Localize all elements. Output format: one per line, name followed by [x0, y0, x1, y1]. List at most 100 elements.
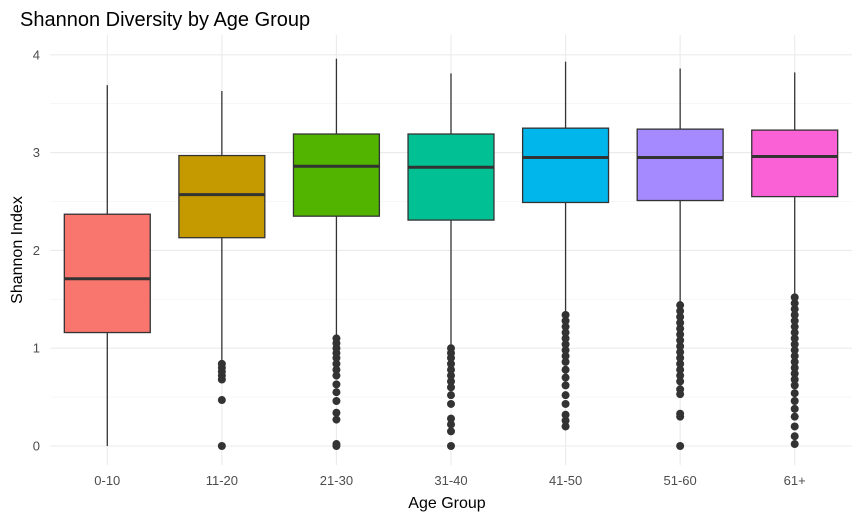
outlier-point: [676, 442, 685, 450]
outlier-point: [790, 357, 799, 366]
outlier-point: [217, 359, 226, 368]
outlier-point: [790, 404, 799, 413]
outlier-point: [790, 432, 799, 441]
outlier-point: [561, 334, 570, 343]
box-41-50: [521, 61, 610, 431]
outlier-point: [447, 399, 455, 408]
outlier-point: [676, 336, 685, 345]
outlier-point: [332, 397, 341, 406]
outlier-point: [790, 322, 799, 331]
outlier-point: [561, 310, 570, 319]
outlier-point: [790, 440, 799, 449]
outlier-point: [790, 381, 799, 390]
outlier-point: [561, 381, 570, 390]
box-iqr: [63, 213, 151, 334]
y-tick-label: 1: [33, 341, 40, 356]
y-tick-label: 0: [33, 439, 40, 454]
outlier-point: [447, 344, 455, 353]
outlier-point: [561, 346, 570, 355]
outlier-point: [561, 416, 570, 425]
outlier-point: [447, 427, 455, 436]
outlier-point: [561, 373, 570, 382]
outlier-point: [561, 410, 570, 419]
outlier-point: [332, 440, 341, 449]
outlier-point: [790, 369, 799, 378]
outlier-point: [332, 388, 341, 397]
outlier-point: [561, 365, 570, 374]
outlier-point: [447, 359, 455, 368]
outlier-point: [332, 334, 341, 343]
x-tick-label: 61+: [784, 473, 806, 488]
outlier-point: [447, 420, 455, 429]
box-61+: [751, 72, 839, 449]
y-axis-title: Shannon Index: [9, 196, 26, 304]
x-tick-label: 11-20: [206, 473, 238, 488]
outlier-point: [790, 305, 799, 314]
outlier-point: [332, 380, 341, 389]
outlier-point: [332, 359, 341, 368]
outlier-point: [561, 422, 570, 431]
chart-title: Shannon Diversity by Age Group: [20, 9, 310, 31]
outlier-point: [447, 383, 455, 392]
outlier-point: [790, 412, 799, 421]
x-tick-label: 21-30: [320, 473, 353, 488]
y-tick-label: 3: [33, 145, 40, 160]
outlier-point: [790, 422, 799, 431]
outlier-point: [676, 371, 685, 380]
outlier-point: [447, 414, 455, 423]
outlier-point: [790, 389, 799, 398]
outlier-point: [790, 397, 799, 406]
y-axis-ticks: 0 1 2 3 4: [33, 47, 40, 453]
outlier-point: [676, 409, 685, 418]
outlier-point: [447, 377, 455, 386]
box-iqr: [751, 129, 839, 198]
outlier-point: [447, 442, 455, 450]
outlier-point: [561, 399, 570, 408]
outlier-point: [676, 330, 685, 339]
box-layer: [63, 58, 839, 450]
x-tick-label: 51-60: [664, 473, 697, 488]
outlier-point: [332, 408, 341, 417]
outlier-point: [561, 391, 570, 400]
outlier-point: [790, 293, 799, 302]
y-tick-label: 2: [33, 243, 40, 258]
outlier-point: [561, 316, 570, 325]
box-iqr: [636, 128, 724, 202]
outlier-point: [790, 375, 799, 384]
outlier-point: [790, 352, 799, 361]
box-11-20: [178, 90, 266, 450]
outlier-point: [561, 340, 570, 349]
x-tick-label: 31-40: [434, 473, 467, 488]
outlier-point: [676, 377, 685, 386]
outlier-point: [332, 371, 341, 380]
outlier-point: [561, 357, 570, 366]
outlier-point: [676, 301, 685, 310]
outlier-point: [676, 353, 685, 362]
outlier-point: [676, 312, 685, 321]
x-axis-ticks: 0-10 11-20 21-30 31-40 41-50 51-60 61+: [94, 473, 805, 488]
outlier-point: [447, 371, 455, 380]
outlier-point: [790, 328, 799, 337]
outlier-point: [790, 299, 799, 308]
outlier-point: [217, 442, 226, 450]
x-tick-label: 0-10: [94, 473, 120, 488]
outlier-point: [332, 415, 341, 424]
outlier-point: [561, 352, 570, 361]
outlier-point: [676, 318, 685, 327]
outlier-point: [790, 316, 799, 325]
box-iqr: [292, 133, 381, 217]
outlier-point: [447, 365, 455, 374]
outlier-point: [561, 328, 570, 337]
box-iqr: [407, 133, 495, 221]
outlier-point: [790, 346, 799, 355]
box-21-30: [292, 58, 381, 450]
box-iqr: [178, 154, 266, 239]
box-0-10: [63, 85, 151, 446]
outlier-point: [676, 348, 685, 357]
outlier-point: [561, 322, 570, 331]
outlier-point: [790, 363, 799, 372]
outlier-point: [217, 396, 226, 405]
outlier-point: [790, 310, 799, 319]
outlier-point: [790, 334, 799, 343]
